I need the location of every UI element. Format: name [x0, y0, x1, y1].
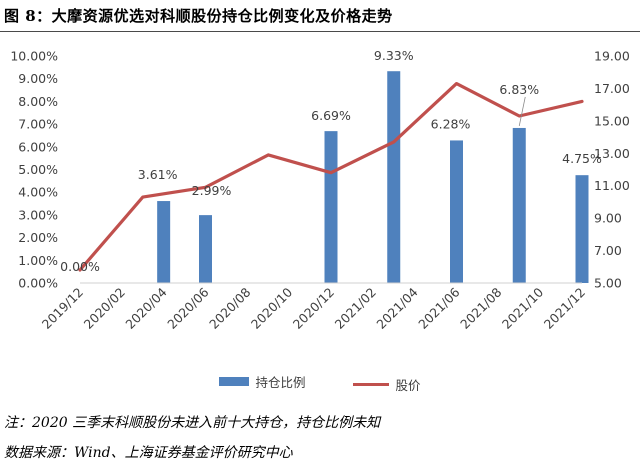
- left-axis-tick-label: 5.00%: [18, 162, 58, 177]
- left-axis-tick-label: 10.00%: [10, 49, 58, 64]
- holding-data-label: 9.33%: [374, 48, 414, 63]
- holding-data-label: 6.69%: [311, 108, 351, 123]
- holding-bar: [450, 140, 463, 283]
- footnote: 注：2020 三季末科顺股份未进入前十大持仓，持仓比例未知: [4, 415, 381, 431]
- left-axis-tick-label: 7.00%: [18, 117, 58, 132]
- holding-bar: [199, 215, 212, 283]
- left-axis: 0.00% 1.00% 2.00% 3.00% 4.00% 5.00% 6.00% 7.00%…: [10, 49, 58, 291]
- right-axis-tick-label: 5.00: [594, 276, 622, 291]
- left-axis-tick-label: 1.00%: [18, 253, 58, 268]
- left-axis-tick-label: 6.00%: [18, 139, 58, 154]
- holding-data-label: 3.61%: [138, 167, 178, 182]
- right-axis-tick-label: 15.00: [594, 113, 630, 128]
- legend: 持仓比例 股价: [0, 372, 640, 394]
- holding-data-label: 2.99%: [192, 183, 232, 198]
- holding-data-label: 6.28%: [431, 116, 471, 131]
- legend-item-price: 股价: [353, 375, 421, 394]
- x-axis-tick-label: 2021/02: [332, 285, 379, 332]
- holding-bar: [157, 201, 171, 283]
- right-axis-tick-label: 7.00: [594, 243, 622, 258]
- right-axis-tick-label: 13.00: [594, 146, 630, 161]
- left-axis-tick-label: 2.00%: [18, 230, 58, 245]
- left-axis-tick-label: 9.00%: [18, 71, 58, 86]
- legend-label-holding: 持仓比例: [255, 375, 306, 390]
- holding-bar: [324, 131, 338, 283]
- right-axis-tick-label: 19.00: [594, 49, 630, 64]
- price-line: [78, 81, 584, 272]
- holding-bar: [512, 127, 526, 283]
- x-axis-tick-label: 2020/12: [290, 285, 337, 332]
- holding-bar: [575, 175, 589, 283]
- figure-title: 图 8：大摩资源优选对科顺股份持仓比例变化及价格走势: [4, 7, 393, 25]
- x-axis-tick-label: 2020/08: [206, 284, 253, 331]
- x-axis-tick-label: 2021/12: [541, 285, 588, 332]
- left-axis-tick-label: 0.00%: [18, 276, 58, 291]
- combo-chart: 0.00%1.00%2.00%3.00%4.00%5.00%6.00%7.00%…: [10, 48, 630, 332]
- left-axis-tick-label: 3.00%: [18, 207, 58, 222]
- x-axis-tick-label: 2019/12: [39, 285, 86, 332]
- x-axis: 2019/122020/022020/042020/062020/082020/…: [39, 282, 588, 332]
- legend-line-swatch: [353, 383, 390, 386]
- right-axis-tick-label: 9.00: [594, 211, 622, 226]
- left-axis-tick-label: 8.00%: [18, 94, 58, 109]
- legend-label-price: 股价: [395, 378, 421, 393]
- x-axis-tick-label: 2021/10: [499, 284, 546, 331]
- label-leader-line: [518, 96, 526, 127]
- x-axis-tick-label: 2020/02: [81, 285, 128, 332]
- legend-item-holding: 持仓比例: [219, 372, 306, 391]
- source-note: 数据来源：Wind、上海证券基金评价研究中心: [4, 445, 293, 461]
- line-series: [78, 81, 584, 272]
- legend-bar-swatch: [219, 377, 250, 386]
- data-labels: 0.00% 3.61% 2.99% 6.69% 9.33% 6.28% 6.83% 4.75%: [60, 48, 602, 274]
- x-axis-tick-label: 2021/04: [373, 284, 420, 331]
- x-axis-tick-label: 2020/10: [248, 284, 295, 331]
- right-axis-tick-label: 17.00: [594, 81, 630, 96]
- holding-data-label: 4.75%: [562, 151, 602, 166]
- x-axis-tick-label: 2020/06: [164, 284, 211, 331]
- x-axis-tick-label: 2020/04: [122, 284, 169, 331]
- right-axis: 5.00 7.00 9.00 11.00 13.00 15.00 17.00 19.00: [594, 49, 630, 291]
- holding-bar: [387, 71, 401, 283]
- holding-data-label: 6.83%: [499, 82, 539, 97]
- holding-data-label: 0.00%: [60, 259, 100, 274]
- title-divider: [0, 31, 640, 32]
- x-axis-tick-label: 2021/06: [415, 284, 462, 331]
- bar-series: [157, 71, 589, 283]
- right-axis-tick-label: 11.00: [594, 178, 630, 193]
- left-axis-tick-label: 4.00%: [18, 185, 58, 200]
- x-axis-tick-label: 2021/08: [457, 284, 504, 331]
